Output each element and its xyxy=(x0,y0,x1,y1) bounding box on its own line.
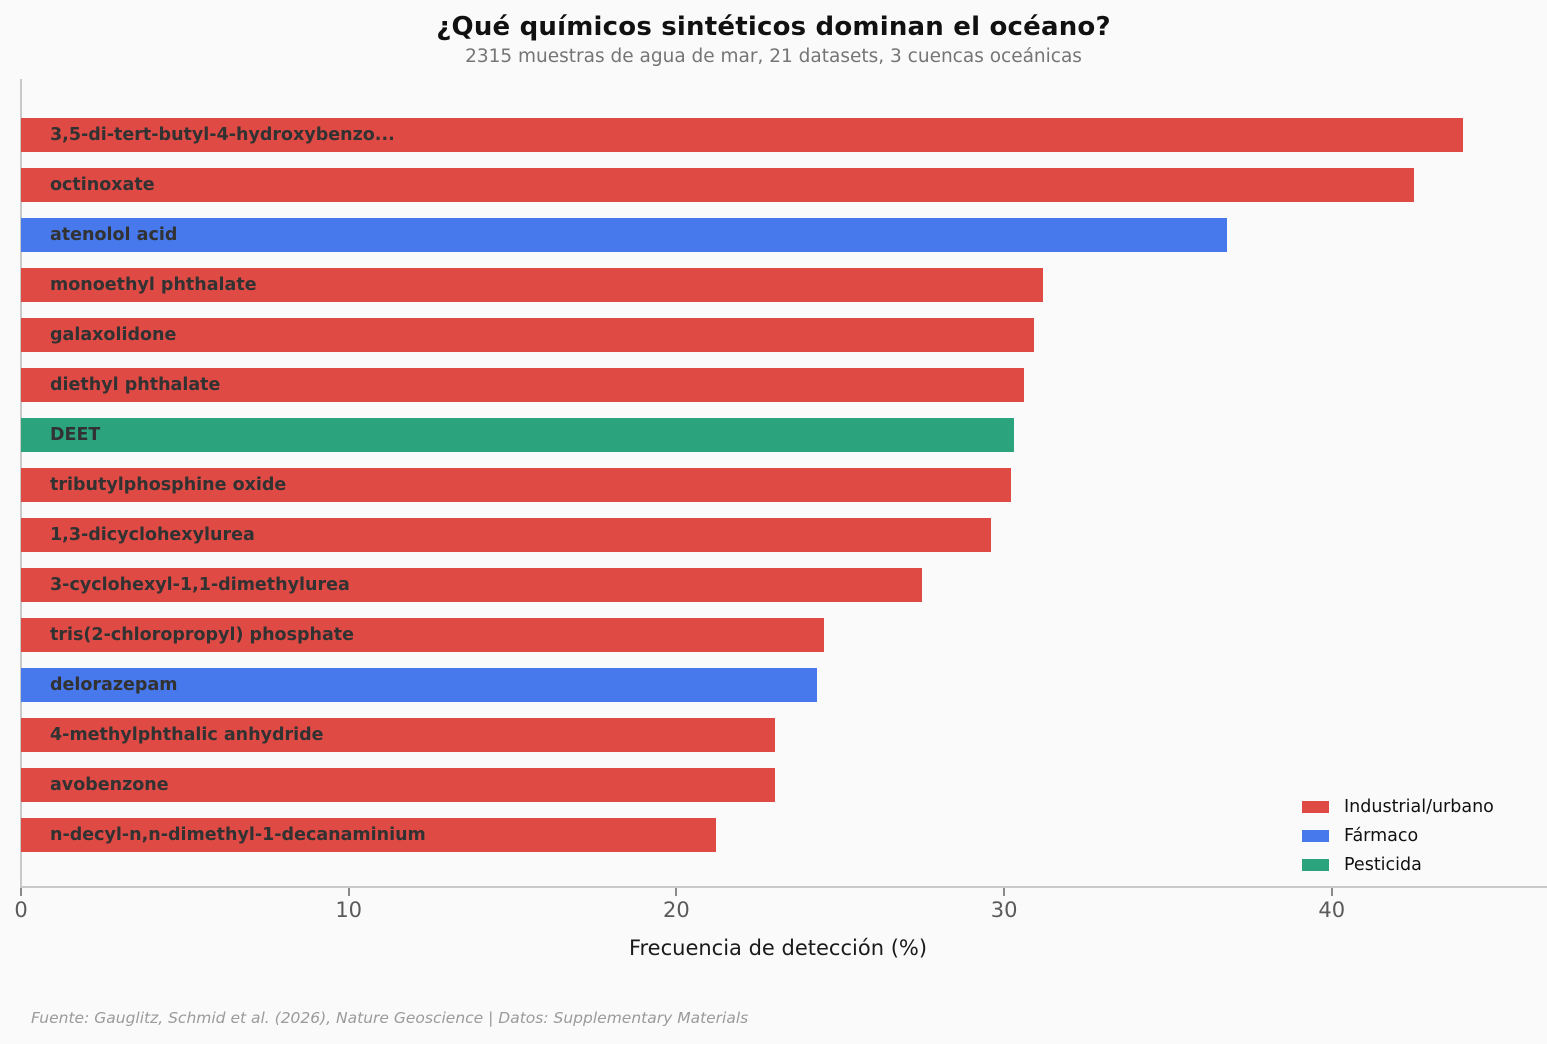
x-tick-label-40: 40 xyxy=(1318,898,1346,922)
x-tick-mark-0 xyxy=(20,888,22,896)
bar-deet: DEET xyxy=(21,418,1014,452)
legend-item-industrial-urbano: Industrial/urbano xyxy=(1302,792,1494,821)
x-tick-mark-30 xyxy=(1003,888,1006,896)
x-tick-label-20: 20 xyxy=(663,898,690,922)
x-tick-label-10: 10 xyxy=(335,898,363,922)
bar-label: 1,3-dicyclohexylurea xyxy=(50,525,255,545)
legend-label: Pesticida xyxy=(1344,854,1422,875)
x-tick-mark-40 xyxy=(1330,888,1333,896)
bar-diethyl-phthalate: diethyl phthalate xyxy=(21,368,1024,402)
bar-label: diethyl phthalate xyxy=(50,375,221,395)
bar-tris-2-chloropropyl-phosphate: tris(2-chloropropyl) phosphate xyxy=(21,618,824,652)
legend-swatch-icon xyxy=(1302,829,1329,842)
legend-item-pesticida: Pesticida xyxy=(1302,850,1494,879)
bar-label: avobenzone xyxy=(50,775,169,795)
bar-avobenzone: avobenzone xyxy=(21,768,775,802)
bar-label: DEET xyxy=(50,425,101,445)
bar-octinoxate: octinoxate xyxy=(21,168,1414,202)
bar-3-cyclohexyl-1-1-dimethylurea: 3-cyclohexyl-1,1-dimethylurea xyxy=(21,568,923,602)
x-tick-label-0: 0 xyxy=(14,898,28,922)
bar-label: n-decyl-n,n-dimethyl-1-decanaminium xyxy=(50,825,426,845)
bar-label: 3,5-di-tert-butyl-4-hydroxybenzo... xyxy=(50,125,395,145)
bar-galaxolidone: galaxolidone xyxy=(21,318,1034,352)
bar-monoethyl-phthalate: monoethyl phthalate xyxy=(21,268,1044,302)
legend-label: Industrial/urbano xyxy=(1344,796,1494,817)
x-tick-mark-10 xyxy=(347,888,350,896)
legend-item-f-rmaco: Fármaco xyxy=(1302,821,1494,850)
bar-4-methylphthalic-anhydride: 4-methylphthalic anhydride xyxy=(21,718,775,752)
bar-label: tributylphosphine oxide xyxy=(50,475,287,495)
x-tick-label-30: 30 xyxy=(990,898,1018,922)
bar-label: tris(2-chloropropyl) phosphate xyxy=(50,625,355,645)
bar-label: atenolol acid xyxy=(50,225,178,245)
x-tick-mark-20 xyxy=(675,888,678,896)
bar-label: delorazepam xyxy=(50,675,178,695)
bar-label: monoethyl phthalate xyxy=(50,275,257,295)
source-footer: Fuente: Gauglitz, Schmid et al. (2026), … xyxy=(31,1009,749,1027)
bar-tributylphosphine-oxide: tributylphosphine oxide xyxy=(21,468,1011,502)
bar-label: galaxolidone xyxy=(50,325,177,345)
x-axis-title: Frecuencia de detección (%) xyxy=(628,936,928,960)
bar-label: 3-cyclohexyl-1,1-dimethylurea xyxy=(50,575,350,595)
legend-swatch-icon xyxy=(1302,858,1329,871)
bar-atenolol-acid: atenolol acid xyxy=(21,218,1227,252)
bar-1-3-dicyclohexylurea: 1,3-dicyclohexylurea xyxy=(21,518,991,552)
bar-label: octinoxate xyxy=(50,175,155,195)
bar-3-5-di-tert-butyl-4-hydroxybenzo-: 3,5-di-tert-butyl-4-hydroxybenzo... xyxy=(21,118,1463,152)
chart-subtitle: 2315 muestras de agua de mar, 21 dataset… xyxy=(465,46,1082,67)
chart-title: ¿Qué químicos sintéticos dominan el océa… xyxy=(436,12,1111,42)
bar-delorazepam: delorazepam xyxy=(21,668,818,702)
legend-label: Fármaco xyxy=(1344,825,1419,846)
x-axis-spine xyxy=(20,886,1547,888)
legend: Industrial/urbano Fármaco Pesticida xyxy=(1302,792,1494,879)
legend-swatch-icon xyxy=(1302,800,1329,813)
bar-label: 4-methylphthalic anhydride xyxy=(50,725,324,745)
bar-n-decyl-n-n-dimethyl-1-decanaminium: n-decyl-n,n-dimethyl-1-decanaminium xyxy=(21,818,716,852)
